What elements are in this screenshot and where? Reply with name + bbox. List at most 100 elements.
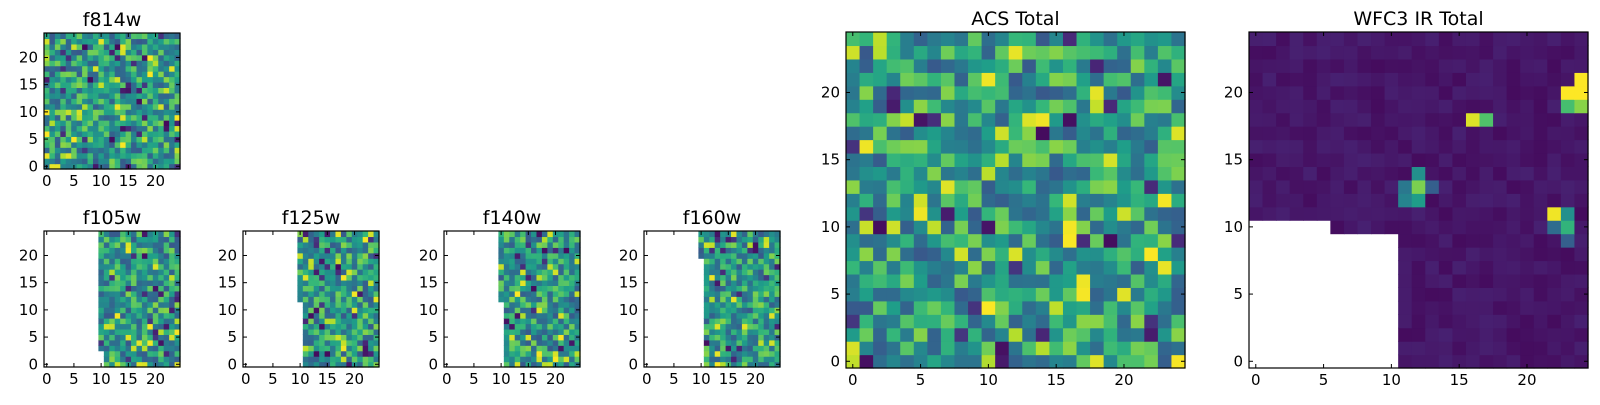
heatmap-cell	[1130, 99, 1145, 114]
heatmap-cell	[49, 81, 56, 88]
heatmap-cell	[71, 76, 78, 83]
heatmap-cell	[1384, 32, 1399, 47]
heatmap-cell	[747, 252, 754, 259]
heatmap-cell	[859, 287, 874, 302]
heatmap-cell	[995, 166, 1010, 181]
heatmap-cell	[503, 339, 510, 346]
heatmap-cell	[995, 179, 1010, 194]
heatmap-cell	[1357, 206, 1372, 221]
heatmap-cell	[1008, 85, 1023, 100]
heatmap-cell	[1049, 233, 1064, 248]
heatmap-cell	[103, 81, 110, 88]
heatmap-cell	[498, 285, 505, 292]
heatmap-cell	[1090, 139, 1105, 154]
heatmap-cell	[1574, 72, 1589, 87]
heatmap-cell	[158, 65, 165, 72]
heatmap-cell	[709, 323, 716, 330]
heatmap-cell	[1384, 206, 1399, 221]
heatmap-cell	[1479, 354, 1494, 369]
heatmap-cell	[736, 279, 743, 286]
heatmap-cell	[954, 314, 969, 329]
heatmap-cell	[114, 323, 121, 330]
heatmap-cell	[147, 120, 154, 127]
heatmap-cell	[752, 274, 759, 281]
heatmap-cell	[1049, 112, 1064, 127]
heatmap-cell	[731, 231, 738, 238]
heatmap-cell	[1249, 193, 1264, 208]
heatmap-cell	[340, 361, 347, 368]
heatmap-cell	[968, 72, 983, 87]
heatmap-cell	[720, 356, 727, 363]
heatmap-cell	[1452, 45, 1467, 60]
heatmap-cell	[1506, 233, 1521, 248]
heatmap-cell	[774, 258, 781, 265]
heatmap-cell	[82, 76, 89, 83]
heatmap-cell	[940, 327, 956, 342]
heatmap-cell	[49, 49, 56, 56]
heatmap-cell	[1547, 85, 1562, 100]
heatmap-cell	[1171, 300, 1186, 315]
heatmap-cell	[1465, 193, 1481, 208]
heatmap-cell	[131, 307, 138, 314]
heatmap-cell	[373, 356, 380, 363]
heatmap-cell	[82, 71, 89, 78]
heatmap-cell	[1371, 45, 1386, 60]
heatmap-cell	[1384, 112, 1399, 127]
heatmap-cell	[125, 356, 132, 363]
heatmap-cell	[103, 312, 110, 319]
heatmap-cell	[1479, 85, 1494, 100]
heatmap-cell	[913, 112, 928, 127]
heatmap-cell	[368, 241, 375, 248]
heatmap-cell	[330, 356, 337, 363]
heatmap-cell	[569, 323, 576, 330]
heatmap-cell	[514, 301, 521, 308]
heatmap-cell	[158, 290, 165, 297]
heatmap-cell	[503, 285, 510, 292]
heatmap-cell	[1022, 166, 1037, 181]
heatmap-cell	[769, 312, 776, 319]
heatmap-cell	[169, 114, 176, 121]
heatmap-cell	[44, 60, 51, 67]
heatmap-cell	[302, 231, 309, 238]
heatmap-cell	[169, 98, 176, 105]
heatmap-cell	[725, 339, 732, 346]
heatmap-cell	[900, 99, 915, 114]
heatmap-cell	[1076, 58, 1091, 73]
heatmap-cell	[120, 307, 127, 314]
heatmap-cell	[163, 312, 170, 319]
heatmap-cell	[954, 220, 969, 235]
heatmap-cell	[1506, 166, 1521, 181]
heatmap-cell	[163, 361, 170, 368]
heatmap-cell	[1493, 354, 1508, 369]
heatmap-cell	[1438, 166, 1453, 181]
heatmap-cell	[1035, 206, 1050, 221]
heatmap-cell	[174, 114, 181, 121]
heatmap-cell	[71, 81, 78, 88]
heatmap-cell	[1103, 152, 1118, 167]
heatmap-cell	[92, 43, 99, 50]
heatmap-cell	[1533, 126, 1548, 141]
heatmap-cell	[351, 350, 358, 357]
heatmap-cell	[1262, 72, 1277, 87]
heatmap-cell	[120, 301, 127, 308]
heatmap-cell	[886, 354, 901, 369]
heatmap-cell	[714, 296, 721, 303]
heatmap-cell	[1117, 99, 1132, 114]
heatmap-cell	[1438, 314, 1453, 329]
heatmap-cell	[109, 296, 116, 303]
heatmap-cell	[1438, 220, 1453, 235]
heatmap-cell	[1506, 314, 1521, 329]
heatmap-cell	[503, 290, 510, 297]
heatmap-cell	[103, 43, 110, 50]
heatmap-cell	[1103, 166, 1118, 181]
heatmap-cell	[747, 241, 754, 248]
heatmap-cell	[1533, 220, 1548, 235]
heatmap-cell	[514, 263, 521, 270]
heatmap-cell	[136, 158, 143, 165]
heatmap-cell	[313, 252, 320, 259]
heatmap-cell	[330, 339, 337, 346]
heatmap-cell	[147, 109, 154, 116]
heatmap-cells	[98, 231, 181, 368]
